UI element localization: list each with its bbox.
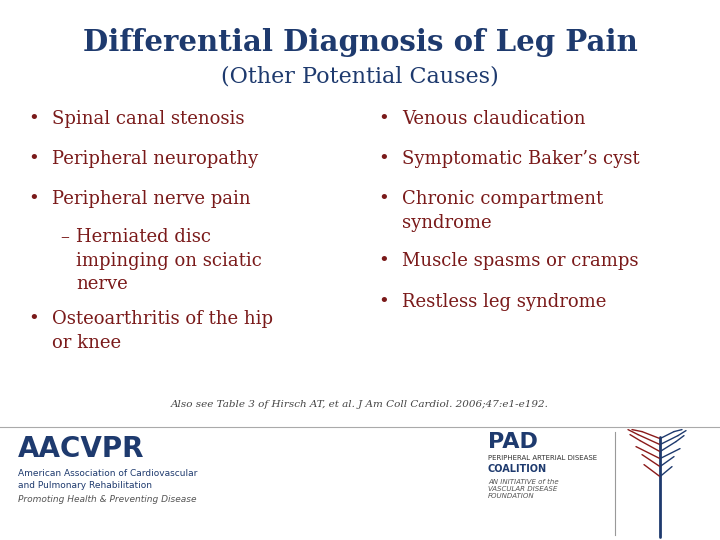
Text: Chronic compartment
syndrome: Chronic compartment syndrome [402,190,603,232]
Text: Restless leg syndrome: Restless leg syndrome [402,293,606,311]
Text: Osteoarthritis of the hip
or knee: Osteoarthritis of the hip or knee [52,310,273,352]
Text: FOUNDATION: FOUNDATION [488,492,535,498]
Text: Peripheral nerve pain: Peripheral nerve pain [52,190,251,208]
Text: Differential Diagnosis of Leg Pain: Differential Diagnosis of Leg Pain [83,28,637,57]
Text: •: • [28,110,39,128]
Text: •: • [378,293,389,311]
Text: Spinal canal stenosis: Spinal canal stenosis [52,110,245,128]
Text: AACVPR: AACVPR [18,435,145,463]
Text: Peripheral neuropathy: Peripheral neuropathy [52,150,258,168]
Text: •: • [28,310,39,328]
Text: •: • [378,190,389,208]
Text: •: • [28,190,39,208]
Text: Herniated disc
impinging on sciatic
nerve: Herniated disc impinging on sciatic nerv… [76,228,262,293]
Text: American Association of Cardiovascular
and Pulmonary Rehabilitation: American Association of Cardiovascular a… [18,469,197,490]
Text: AN INITIATIVE of the: AN INITIATIVE of the [488,478,559,484]
Text: Also see Table 3 of Hirsch AT, et al. J Am Coll Cardiol. 2006;47:e1-e192.: Also see Table 3 of Hirsch AT, et al. J … [171,400,549,409]
Text: •: • [378,252,389,270]
Text: Promoting Health & Preventing Disease: Promoting Health & Preventing Disease [18,495,197,504]
Text: PAD: PAD [488,431,538,451]
Text: •: • [378,110,389,128]
Text: –: – [60,228,69,246]
Text: (Other Potential Causes): (Other Potential Causes) [221,66,499,88]
Text: PERIPHERAL ARTERIAL DISEASE: PERIPHERAL ARTERIAL DISEASE [488,455,597,461]
Text: COALITION: COALITION [488,464,547,474]
Text: VASCULAR DISEASE: VASCULAR DISEASE [488,485,557,491]
Text: •: • [378,150,389,168]
Text: Venous claudication: Venous claudication [402,110,585,128]
Text: •: • [28,150,39,168]
Text: Symptomatic Baker’s cyst: Symptomatic Baker’s cyst [402,150,639,168]
Text: Muscle spasms or cramps: Muscle spasms or cramps [402,252,639,270]
